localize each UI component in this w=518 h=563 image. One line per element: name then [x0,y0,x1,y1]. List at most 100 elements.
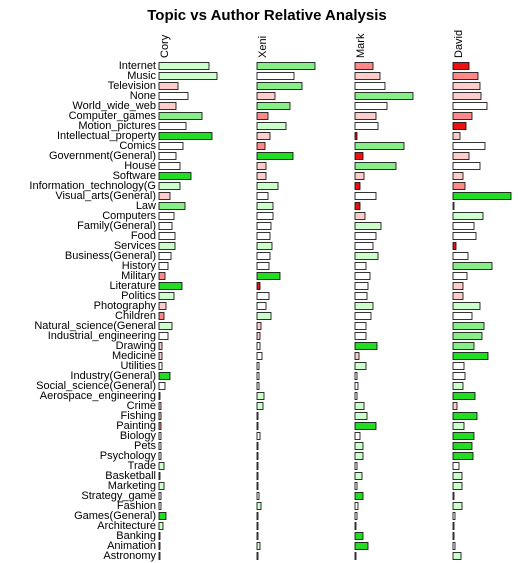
bar [354,402,365,410]
bar [158,62,210,70]
bar [354,282,369,290]
category-label: Services [114,240,157,252]
category-label: World_wide_web [72,100,156,112]
bar [452,112,473,120]
bar [158,272,166,280]
category-label: Motion_pictures [78,120,156,132]
bar [354,292,368,300]
bar [158,332,169,340]
bar [158,432,162,440]
bar [452,522,455,530]
bar [354,412,368,420]
series-label: Xeni [257,36,269,58]
bar [452,382,464,390]
bar [452,162,481,170]
category-label: Animation [107,540,156,552]
bar [256,192,269,200]
bar [158,122,187,130]
bar [354,522,357,530]
bar [452,462,460,470]
bar [354,372,358,380]
bar [452,442,473,450]
bar [256,102,291,110]
bar [158,422,162,430]
bar [158,442,162,450]
bar [452,322,485,330]
bar [158,392,161,400]
bar [354,272,371,280]
bar [354,312,372,320]
bar [256,62,316,70]
bar [256,142,266,150]
bar [354,322,367,330]
series-label: Mark [355,33,367,58]
category-label: Basketball [105,470,156,482]
bar [354,482,358,490]
bar [452,512,456,520]
bar [256,362,260,370]
bar [354,422,377,430]
category-label: History [122,260,157,272]
bar [256,162,267,170]
bar [256,352,263,360]
bar [452,212,484,220]
bar [452,372,466,380]
bar [256,492,260,500]
category-label: Natural_science(General [34,320,156,332]
bar [158,472,161,480]
bar [158,352,163,360]
bar [256,242,273,250]
bar [354,112,377,120]
bar [158,362,163,370]
bar [256,262,270,270]
bar [158,382,166,390]
bar [452,142,486,150]
series-label: David [453,30,465,58]
bar [452,542,456,550]
bar [452,102,488,110]
bar [354,362,367,370]
bar [158,312,165,320]
category-label: Social_science(General) [36,380,156,392]
bar [256,472,259,480]
bar [256,72,295,80]
bar [452,152,470,160]
bar [452,192,512,200]
bar [158,212,175,220]
bar [158,372,171,380]
category-label: Games(General) [74,510,156,522]
bar [354,192,377,200]
bar [256,392,265,400]
category-label: Business(General) [65,250,156,262]
bar [256,112,269,120]
category-label: Aerospace_engineering [40,390,156,402]
bar [256,542,261,550]
category-label: Food [131,230,156,242]
bar [158,202,186,210]
bar [354,442,364,450]
category-label: None [130,90,156,102]
bar [354,502,359,510]
category-label: Banking [116,530,156,542]
bar [158,452,162,460]
bar [452,432,475,440]
category-label: Military [121,270,156,282]
bar [158,402,162,410]
bar [256,252,271,260]
bar [158,282,183,290]
category-label: Biology [120,430,157,442]
bar [354,82,386,90]
bar [256,202,274,210]
bar [158,192,171,200]
bar [256,502,262,510]
bar [354,62,374,70]
bar [158,502,162,510]
bar [354,72,381,80]
category-label: Internet [119,60,156,72]
bar [354,142,405,150]
bar [158,512,167,520]
bar [256,532,259,540]
bar [158,542,161,550]
bar [452,342,475,350]
